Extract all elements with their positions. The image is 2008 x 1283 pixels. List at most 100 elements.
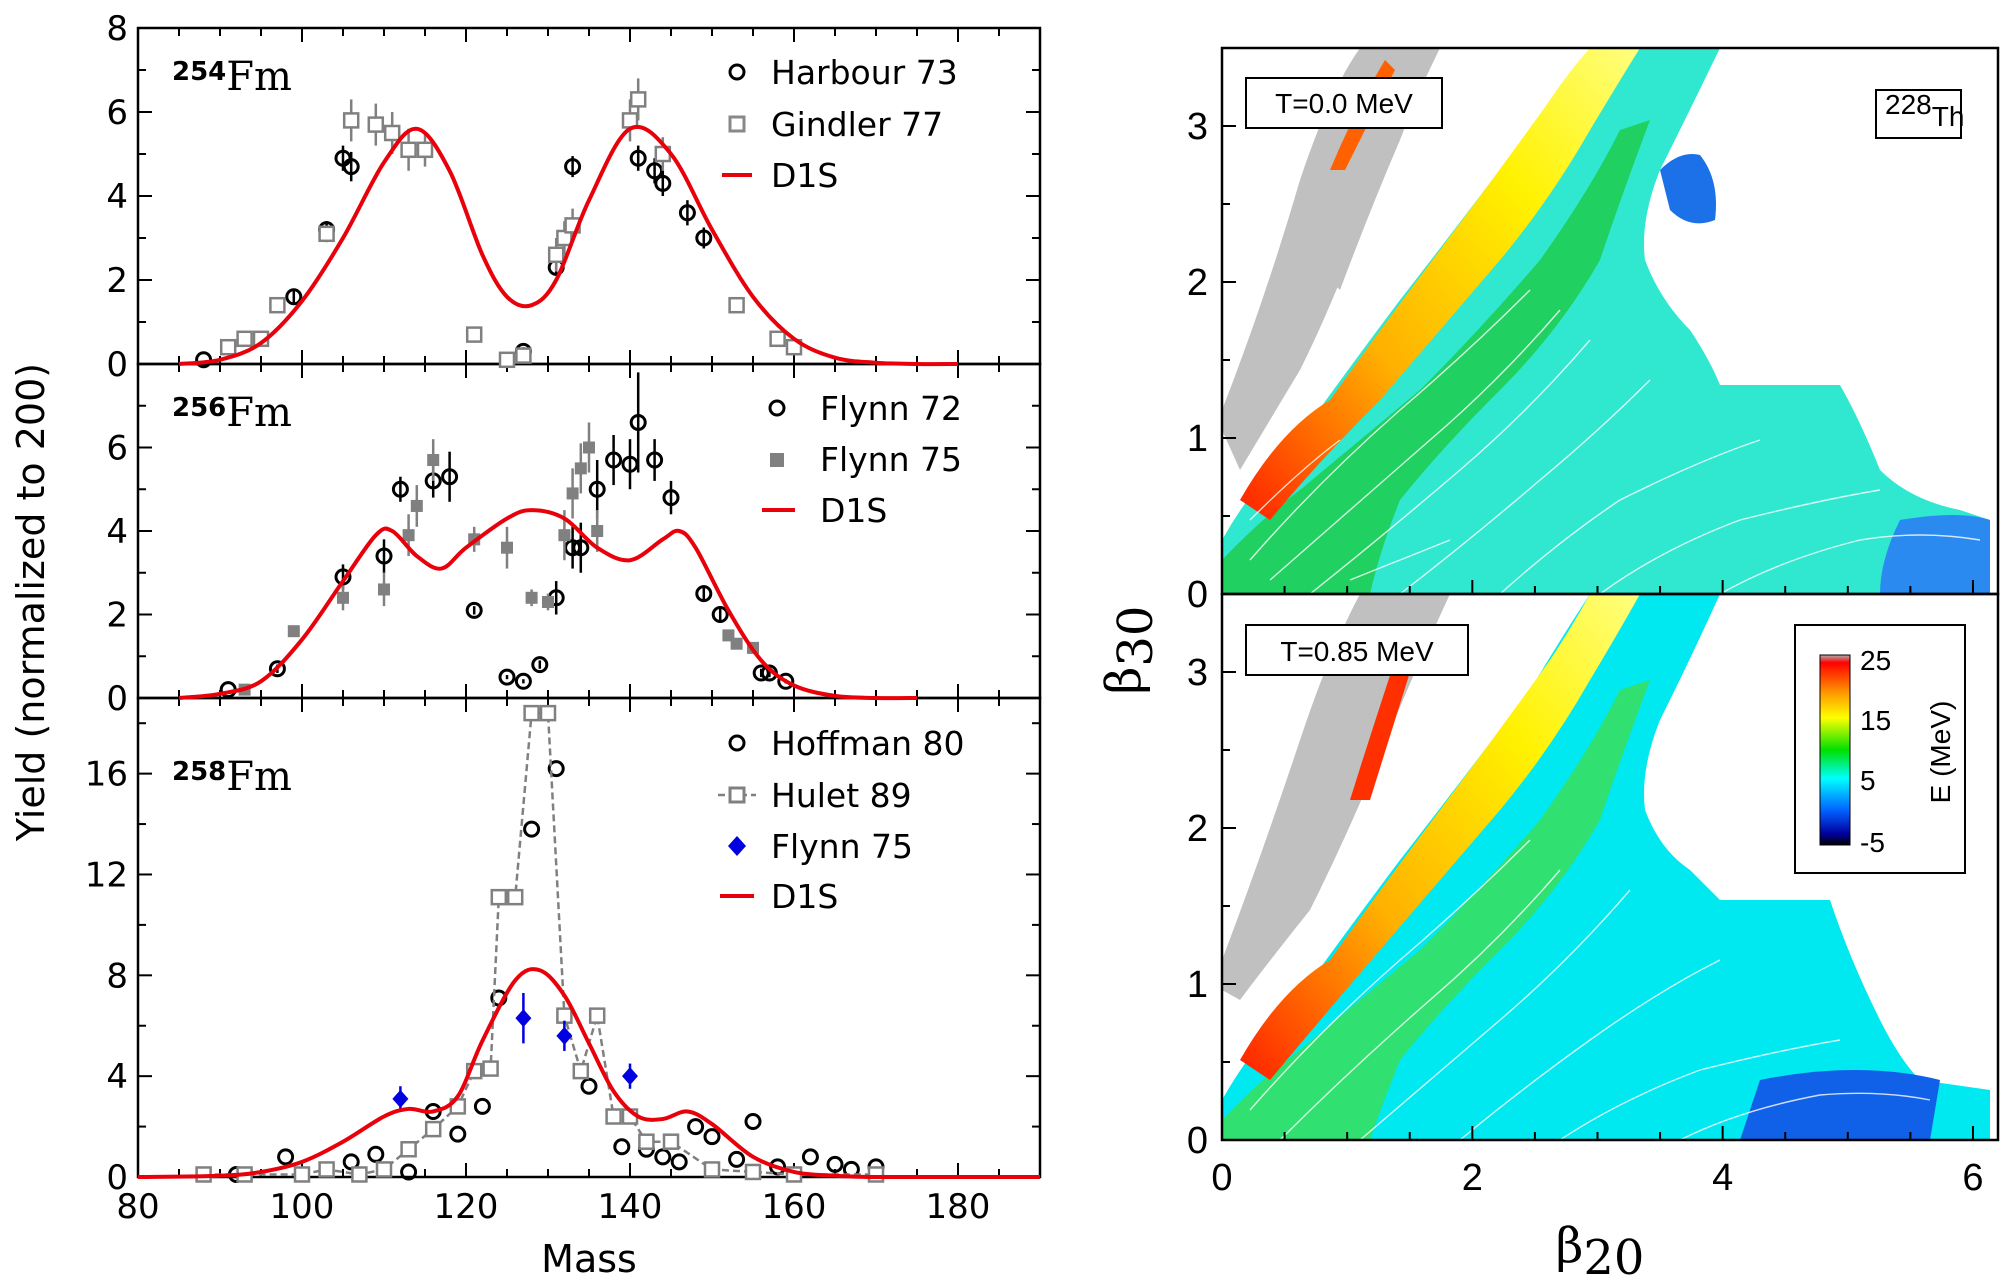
data-point-square	[769, 330, 786, 348]
data-point-square	[662, 1133, 680, 1150]
legend-marker-hoffman80	[728, 734, 746, 752]
x-tick-label: 160	[762, 1187, 827, 1227]
data-point-circle	[662, 489, 680, 507]
annotation-nucleus-228th-text: 228Th	[1885, 89, 1964, 132]
data-point-square	[629, 91, 647, 108]
data-point-circle	[580, 1077, 598, 1095]
data-point-square	[375, 1161, 393, 1178]
colorbar-tick-5: 5	[1860, 765, 1876, 796]
data-point-circle	[629, 149, 647, 167]
data-point-filled-square	[427, 454, 440, 467]
legend-label-gindler77: Gindler 77	[771, 105, 943, 144]
heatmap-bottom-frame	[1220, 592, 2000, 1142]
data-point-circle	[547, 760, 565, 778]
y-tick-label: 8	[106, 956, 128, 996]
y-tick-label: 8	[106, 9, 128, 49]
data-point-square	[498, 351, 516, 369]
right-y-axis-label: β30	[1096, 606, 1164, 695]
legend-marker-gindler77	[728, 115, 746, 133]
data-point-circle	[711, 606, 729, 623]
data-point-circle	[703, 1128, 721, 1146]
data-point-square	[269, 296, 286, 314]
data-point-circle	[531, 656, 549, 674]
data-point-circle	[514, 672, 532, 690]
data-point-filled-square	[566, 487, 579, 500]
colorbar-tick-minus5: -5	[1860, 827, 1885, 858]
r-y-tick-label: 1	[1187, 418, 1208, 460]
data-point-circle	[670, 1153, 688, 1171]
data-point-square	[490, 888, 508, 906]
data-point-circle	[523, 820, 541, 838]
data-point-square	[539, 704, 557, 722]
d1s-curve	[178, 124, 959, 367]
data-point-filled-square	[402, 529, 415, 542]
colorbar-tick-25: 25	[1860, 645, 1891, 676]
legend-marker-flynn72	[768, 399, 786, 417]
data-point-circle	[564, 158, 582, 176]
y-tick-label: 16	[85, 755, 128, 795]
data-point-square	[744, 1163, 762, 1181]
data-point-filled-square	[591, 525, 604, 537]
d1s-curve	[178, 508, 918, 701]
data-point-square	[400, 1141, 417, 1158]
data-point-circle	[687, 1118, 705, 1136]
data-point-circle	[285, 288, 303, 306]
r-y-tick-label: 1	[1187, 964, 1208, 1006]
data-point-circle	[367, 1145, 385, 1163]
data-point-circle	[375, 547, 393, 565]
data-point-filled-square	[558, 529, 571, 542]
data-point-circle	[646, 451, 664, 469]
r-x-tick-label: 4	[1712, 1157, 1733, 1199]
data-point-circle	[678, 204, 696, 222]
r-x-tick-label: 0	[1211, 1157, 1232, 1199]
data-point-square	[605, 1108, 622, 1125]
y-tick-label: 0	[106, 1158, 128, 1198]
data-point-square	[367, 116, 385, 133]
left-data-marks	[137, 78, 1040, 1183]
y-tick-label: 6	[106, 93, 128, 133]
x-tick-label: 140	[598, 1187, 663, 1227]
data-point-square	[728, 296, 745, 314]
data-point-square	[638, 1133, 655, 1150]
data-point-square	[318, 1161, 335, 1178]
d1s-curve	[137, 967, 1040, 1180]
data-point-filled-square	[287, 625, 300, 638]
data-point-square	[515, 347, 532, 364]
legend-label-hoffman80: Hoffman 80	[771, 724, 965, 763]
legend-marker-hulet89	[728, 786, 746, 804]
data-point-diamond	[515, 1009, 532, 1028]
data-point-circle	[441, 468, 459, 486]
x-tick-label: 180	[926, 1187, 991, 1227]
data-point-circle	[342, 158, 360, 176]
data-point-circle	[801, 1148, 819, 1166]
legend-label-flynn75-mid: Flynn 75	[820, 440, 962, 479]
legend-label-d1s-mid: D1S	[820, 491, 887, 530]
annotation-t00: T=0.0 MeV	[1245, 77, 1443, 129]
y-tick-label: 2	[106, 261, 128, 301]
r-x-tick-label: 2	[1462, 1157, 1483, 1199]
y-tick-label: 4	[106, 512, 128, 552]
r-y-tick-label: 2	[1187, 262, 1208, 304]
legend-bottom: Hoffman 80 Hulet 89 Flynn 75 D1S	[718, 724, 965, 916]
x-tick-label: 100	[270, 1187, 335, 1227]
legend-middle: Flynn 72 Flynn 75 D1S	[762, 389, 962, 530]
data-point-filled-square	[730, 637, 743, 650]
data-point-diamond	[556, 1026, 573, 1045]
data-point-square	[236, 330, 253, 348]
annotation-t085: T=0.85 MeV	[1245, 624, 1469, 676]
legend-label-d1s-bot: D1S	[771, 877, 838, 916]
annotation-t085-text: T=0.85 MeV	[1280, 636, 1434, 667]
r-x-tick-label: 6	[1962, 1157, 1983, 1199]
x-tick-label: 120	[434, 1187, 499, 1227]
colorbar: 25 15 5 -5 E (MeV)	[1794, 624, 1966, 874]
data-point-circle	[588, 480, 606, 498]
data-point-filled-square	[501, 541, 513, 554]
y-tick-label: 4	[106, 1057, 128, 1097]
y-tick-label: 0	[106, 345, 128, 385]
data-point-square	[318, 225, 335, 243]
data-point-square	[342, 112, 360, 129]
data-point-circle	[728, 1150, 746, 1168]
